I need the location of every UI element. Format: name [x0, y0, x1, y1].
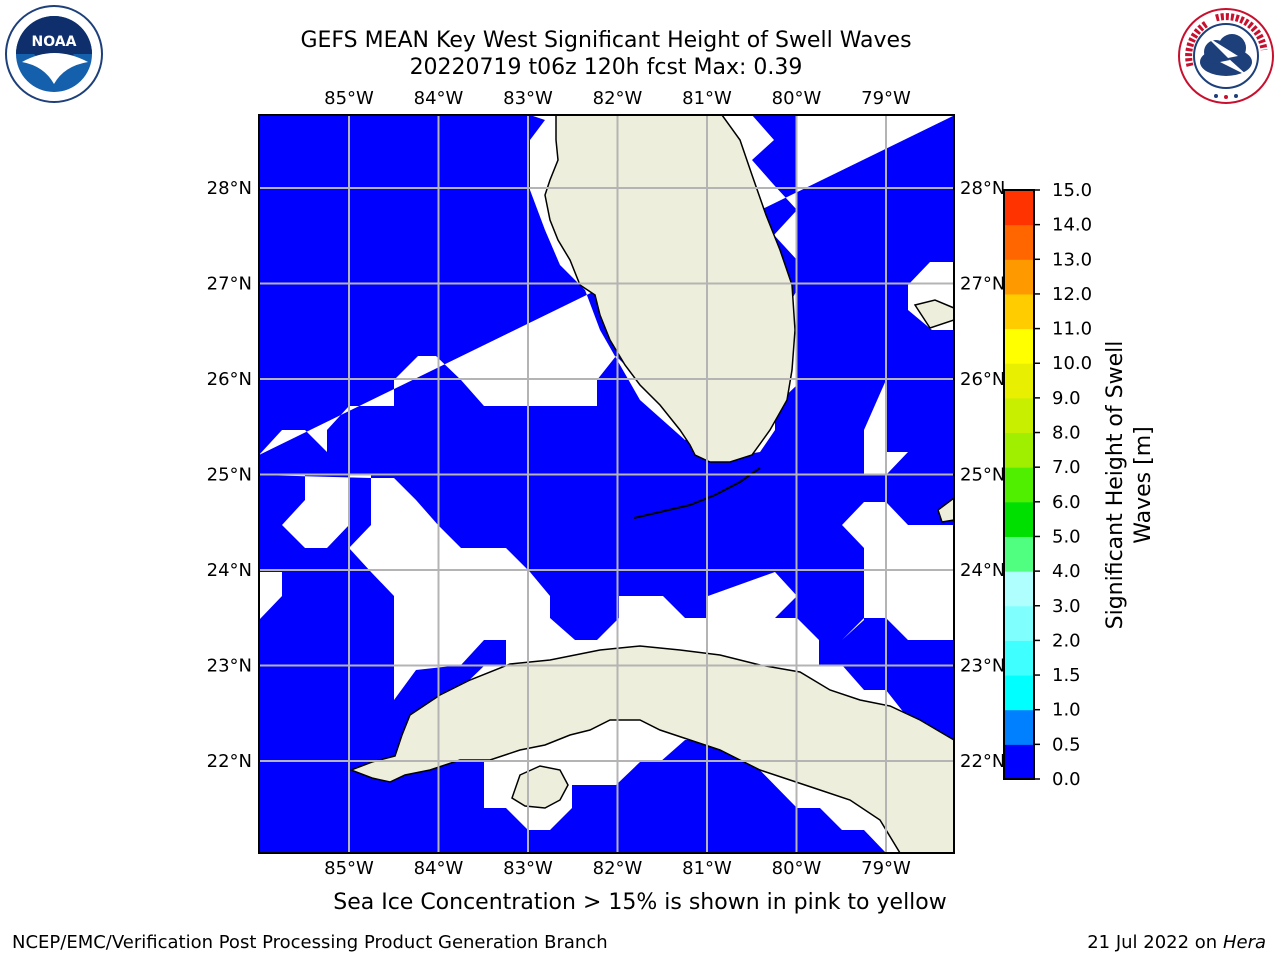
colorbar-label-line1: Significant Height of Swell [1103, 341, 1128, 630]
colorbar-segment [1004, 259, 1034, 295]
lon-label-top: 84°W [414, 88, 464, 109]
colorbar-tick-label: 9.0 [1052, 388, 1081, 409]
lon-label-bottom: 83°W [503, 858, 553, 879]
colorbar-tick-label: 5.0 [1052, 526, 1081, 547]
colorbar-tick-label: 0.5 [1052, 734, 1081, 755]
no-data-east [259, 262, 954, 640]
footer-credit: NCEP/EMC/Verification Post Processing Pr… [12, 932, 608, 953]
lat-label-left: 26°N [207, 369, 252, 390]
colorbar-tick-label: 10.0 [1052, 353, 1092, 374]
bahamas-land [913, 299, 954, 523]
lat-label-right: 27°N [960, 274, 1005, 295]
sea-ice-note: Sea Ice Concentration > 15% is shown in … [333, 890, 947, 915]
lat-label-left: 22°N [207, 751, 252, 772]
footer-date: 21 Jul 2022 on Hera [1087, 932, 1266, 953]
colorbar-segment [1004, 501, 1034, 537]
colorbar-segment [1004, 432, 1034, 468]
colorbar-segment [1004, 744, 1034, 780]
isla-de-la-juventud [511, 765, 569, 809]
colorbar-tick-label: 2.0 [1052, 630, 1081, 651]
lat-label-right: 26°N [960, 369, 1005, 390]
lon-label-top: 79°W [861, 88, 911, 109]
lon-label-top: 81°W [682, 88, 732, 109]
colorbar-segment [1004, 363, 1034, 399]
chart-title: GEFS MEAN Key West Significant Height of… [300, 28, 912, 53]
lat-label-left: 27°N [207, 274, 252, 295]
colorbar-tick-label: 6.0 [1052, 492, 1081, 513]
lon-label-bottom: 85°W [324, 858, 374, 879]
colorbar-segment [1004, 293, 1034, 330]
noaa-logo-text: NOAA [32, 34, 77, 50]
lon-label-bottom: 79°W [861, 858, 911, 879]
colorbar-tick-label: 1.0 [1052, 700, 1081, 721]
lon-label-bottom: 84°W [414, 858, 464, 879]
lon-label-bottom: 82°W [593, 858, 643, 879]
colorbar-tick-label: 15.0 [1052, 180, 1092, 201]
colorbar-tick-label: 8.0 [1052, 423, 1081, 444]
lon-label-top: 83°W [503, 88, 553, 109]
axis-labels: 85°W 85°W 84°W 84°W 83°W 83°W 82°W 82°W 81°W 81°W… [207, 88, 1006, 879]
cuba-land [348, 645, 954, 853]
lon-label-top: 82°W [593, 88, 643, 109]
colorbar-tick-label: 3.0 [1052, 596, 1081, 617]
colorbar-segment [1004, 467, 1034, 503]
colorbar-segment [1004, 709, 1034, 745]
florida-keys [633, 467, 761, 519]
lon-label-bottom: 80°W [772, 858, 822, 879]
colorbar-tick-label: 13.0 [1052, 249, 1092, 270]
map-grid [259, 115, 954, 853]
lon-label-bottom: 81°W [682, 858, 732, 879]
colorbar-segment [1004, 640, 1034, 676]
colorbar-segment [1004, 605, 1034, 641]
colorbar-segment [1004, 224, 1034, 260]
chart-subtitle: 20220719 t06z 120h fcst Max: 0.39 [409, 55, 803, 80]
lon-label-top: 80°W [772, 88, 822, 109]
colorbar-segment [1004, 675, 1034, 711]
colorbar-segment [1004, 397, 1034, 434]
noaa-logo-icon: NOAA [4, 4, 104, 108]
map-frame [258, 114, 955, 854]
lat-label-left: 24°N [207, 560, 252, 581]
colorbar-tick-label: 4.0 [1052, 561, 1081, 582]
colorbar-segment [1004, 328, 1034, 364]
colorbar-tick-label: 11.0 [1052, 319, 1092, 340]
footer-host: Hera [1222, 932, 1266, 953]
lat-label-right: 25°N [960, 465, 1005, 486]
footer-date-text: 21 Jul 2022 on [1087, 932, 1223, 953]
colorbar-segment [1004, 190, 1034, 226]
lat-label-left: 25°N [207, 465, 252, 486]
colorbar-label-line2: Waves [m] [1131, 426, 1156, 543]
lon-label-top: 85°W [324, 88, 374, 109]
lat-label-left: 28°N [207, 178, 252, 199]
nws-logo-icon [1176, 6, 1276, 110]
florida-land [544, 115, 796, 463]
colorbar-segment [1004, 536, 1034, 572]
colorbar-tick-label: 0.0 [1052, 769, 1081, 790]
lat-label-left: 23°N [207, 656, 252, 677]
colorbar-tick-label: 7.0 [1052, 457, 1081, 478]
colorbar-tick-label: 12.0 [1052, 284, 1092, 305]
lat-label-right: 23°N [960, 656, 1005, 677]
lat-label-right: 28°N [960, 178, 1005, 199]
colorbar: 0.0 0.5 1.0 1.5 2.0 3.0 4.0 5.0 6.0 7.0 8.0 9.0 10.0… [1003, 180, 1092, 790]
colorbar-tick-label: 1.5 [1052, 665, 1081, 686]
colorbar-frame [1003, 189, 1035, 780]
lat-label-right: 22°N [960, 751, 1005, 772]
colorbar-tick-label: 14.0 [1052, 215, 1092, 236]
lat-label-right: 24°N [960, 560, 1005, 581]
colorbar-segment [1004, 571, 1034, 607]
